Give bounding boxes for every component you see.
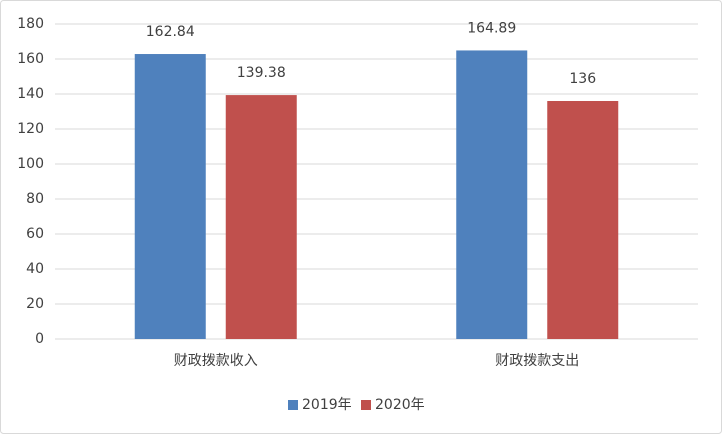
y-tick-label: 0: [35, 331, 44, 347]
y-tick-label: 120: [17, 121, 44, 137]
value-label: 139.38: [237, 65, 286, 81]
legend-label: 2019年: [302, 397, 352, 413]
x-tick-label: 财政拨款支出: [495, 353, 579, 369]
bar: [134, 54, 206, 339]
bar: [225, 95, 297, 340]
legend-swatch: [288, 400, 298, 410]
value-label: 164.89: [467, 20, 516, 36]
x-tick-label: 财政拨款收入: [174, 353, 258, 369]
value-label: 162.84: [146, 24, 195, 40]
y-tick-label: 160: [17, 51, 44, 67]
y-tick-label: 40: [26, 261, 44, 277]
y-tick-label: 140: [17, 86, 44, 102]
y-tick-label: 60: [26, 226, 44, 242]
y-tick-label: 20: [26, 296, 44, 312]
y-tick-label: 80: [26, 191, 44, 207]
legend-swatch: [361, 400, 371, 410]
y-tick-label: 180: [17, 16, 44, 32]
bar: [547, 101, 619, 339]
y-tick-label: 100: [17, 156, 44, 172]
bar: [456, 50, 528, 339]
legend-label: 2020年: [375, 397, 425, 413]
value-label: 136: [569, 71, 596, 87]
